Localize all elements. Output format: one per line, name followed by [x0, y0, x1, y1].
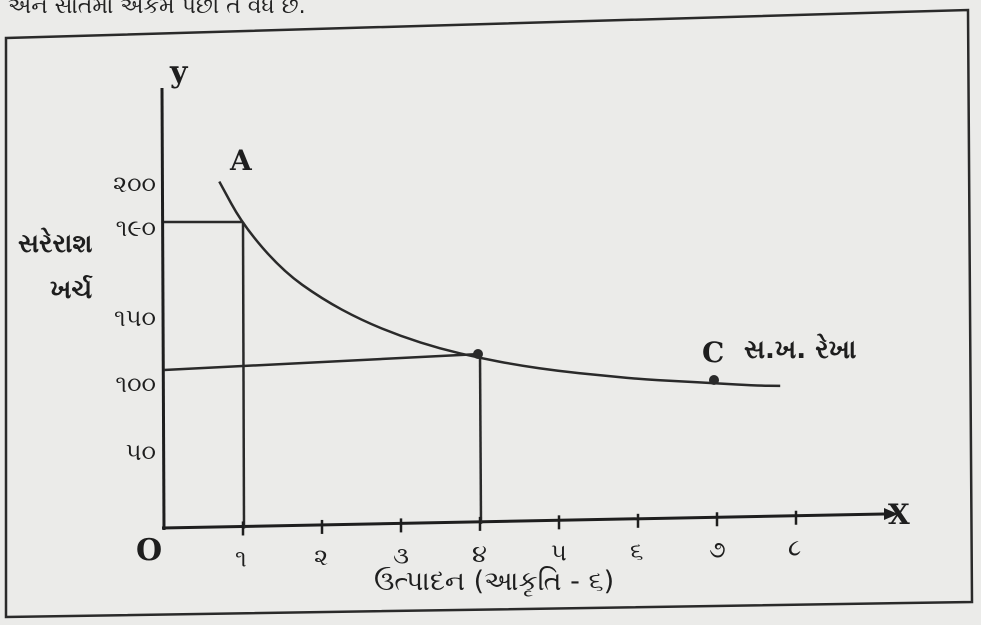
y-tick-label: ૧૯૦ — [116, 214, 156, 242]
vertical-guide-line — [478, 353, 483, 524]
vertical-guide-line — [241, 221, 246, 529]
x-tick-label: ૬ — [630, 537, 643, 565]
horizontal-guide-line — [163, 352, 481, 372]
y-axis-label-line1: સરેરાશ — [18, 228, 92, 259]
curve-label: સ.ખ. રેખા — [744, 334, 856, 365]
x-axis-label: ઉત્પાદન (આકૃતિ - ૬) — [374, 566, 614, 597]
point-label-a: A — [229, 144, 253, 177]
y-axis-letter: y — [169, 55, 189, 90]
point-label-c: C — [702, 336, 724, 369]
x-tick-label: ૧ — [235, 544, 247, 572]
x-axis-arrow — [884, 508, 898, 520]
y-tick-label: ૧૦૦ — [115, 370, 156, 398]
origin-label: O — [136, 533, 162, 568]
x-tick-label: ૭ — [709, 535, 726, 563]
x-tick-label: ૨ — [314, 543, 328, 571]
figure-border — [4, 8, 974, 619]
curve-point — [709, 375, 719, 385]
page-caption: અને સાતમા એકમ પછી તે વધે છે. — [8, 0, 306, 19]
curve-point — [473, 349, 483, 359]
x-tick-label: ૮ — [788, 534, 801, 562]
y-axis-label-line2: ખર્ચ — [50, 274, 93, 305]
x-axis-line — [161, 512, 885, 530]
x-tick-label: ૪ — [472, 540, 487, 568]
y-tick-label: ૫૦ — [126, 438, 156, 466]
x-axis-letter: X — [888, 498, 910, 531]
y-tick-label: ૧૫૦ — [114, 304, 156, 332]
x-tick-label: ૩ — [393, 541, 409, 569]
y-axis-line — [160, 87, 166, 531]
y-tick-label: ૨૦૦ — [113, 170, 156, 198]
x-tick-label: ૫ — [551, 538, 567, 566]
average-cost-curve — [218, 180, 781, 388]
